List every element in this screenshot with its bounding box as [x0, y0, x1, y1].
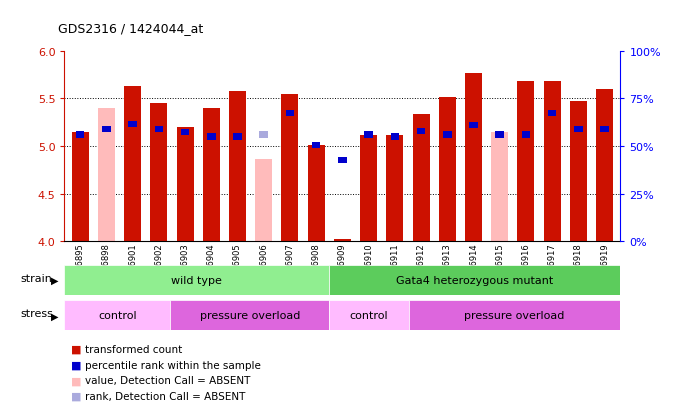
Bar — [151, 104, 167, 242]
Text: pressure overload: pressure overload — [199, 311, 300, 320]
Text: Gata4 heterozygous mutant: Gata4 heterozygous mutant — [396, 275, 553, 285]
Bar — [98, 109, 115, 242]
Text: wild type: wild type — [172, 275, 222, 285]
Bar — [181, 129, 189, 135]
Text: control: control — [98, 311, 137, 320]
Text: stress: stress — [20, 309, 53, 318]
Text: transformed count: transformed count — [85, 344, 182, 354]
Text: ▶: ▶ — [51, 275, 58, 285]
Bar — [76, 132, 84, 138]
Bar — [72, 132, 89, 242]
Bar — [124, 87, 141, 242]
Bar — [233, 134, 242, 140]
Bar — [170, 301, 329, 330]
Bar — [386, 135, 403, 242]
Bar — [255, 160, 273, 242]
Text: percentile rank within the sample: percentile rank within the sample — [85, 360, 260, 370]
Text: ■: ■ — [71, 344, 81, 354]
Bar — [521, 132, 530, 138]
Text: ■: ■ — [71, 360, 81, 370]
Bar — [517, 82, 534, 242]
Bar — [203, 109, 220, 242]
Text: ■: ■ — [71, 375, 81, 385]
Text: ■: ■ — [71, 391, 81, 401]
Bar — [409, 301, 620, 330]
Bar — [439, 98, 456, 242]
Text: GDS2316 / 1424044_at: GDS2316 / 1424044_at — [58, 22, 203, 35]
Bar — [601, 126, 609, 133]
Bar — [308, 146, 325, 242]
Bar — [360, 135, 377, 242]
Text: strain: strain — [20, 273, 52, 283]
Bar — [285, 110, 294, 116]
Bar — [492, 132, 508, 242]
Bar — [329, 266, 620, 295]
Bar — [469, 123, 478, 129]
Text: pressure overload: pressure overload — [464, 311, 565, 320]
Text: ▶: ▶ — [51, 311, 58, 320]
Bar — [544, 82, 561, 242]
Bar — [176, 128, 193, 242]
Bar — [417, 128, 425, 135]
Bar — [329, 301, 409, 330]
Bar — [334, 240, 351, 242]
Bar — [364, 132, 373, 138]
Bar — [570, 102, 587, 242]
Bar — [312, 142, 321, 149]
Bar — [260, 132, 268, 138]
Bar — [443, 132, 452, 138]
Bar — [391, 134, 399, 140]
Bar — [128, 122, 137, 128]
Text: rank, Detection Call = ABSENT: rank, Detection Call = ABSENT — [85, 391, 245, 401]
Bar — [64, 266, 329, 295]
Bar — [596, 90, 613, 242]
Bar — [207, 134, 216, 140]
Text: value, Detection Call = ABSENT: value, Detection Call = ABSENT — [85, 375, 250, 385]
Bar — [155, 126, 163, 133]
Bar — [496, 132, 504, 138]
Bar — [229, 92, 246, 242]
Bar — [338, 158, 346, 164]
Bar — [412, 114, 430, 242]
Bar — [465, 74, 482, 242]
Bar — [102, 126, 111, 133]
Bar — [281, 95, 298, 242]
Bar — [64, 301, 170, 330]
Bar — [574, 126, 582, 133]
Text: control: control — [350, 311, 388, 320]
Bar — [548, 110, 557, 116]
